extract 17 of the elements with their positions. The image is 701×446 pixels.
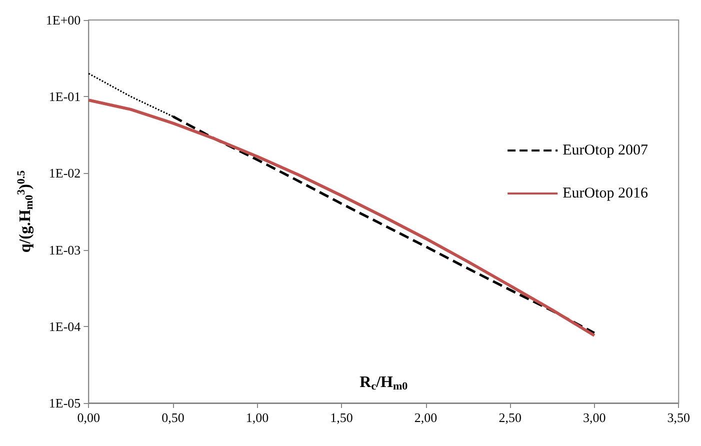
legend-label: EurOtop 2007: [562, 142, 648, 158]
y-tick-label: 1E+00: [46, 12, 81, 28]
y-tick-label: 1E-02: [48, 166, 81, 181]
x-tick-label: 0,50: [162, 410, 184, 425]
y-axis-title: q/(g.Hm03)0.5: [16, 170, 36, 253]
x-tick-label: 3,00: [582, 410, 606, 425]
legend-label: EurOtop 2016: [562, 186, 648, 202]
x-tick-label: 0,00: [77, 410, 100, 425]
y-tick-label: 1E-01: [48, 89, 81, 104]
x-tick-label: 2,50: [498, 410, 522, 425]
x-tick-label: 1,00: [246, 410, 269, 425]
x-tick-label: 1,50: [330, 410, 353, 425]
y-tick-label: 1E-04: [48, 318, 82, 334]
y-tick-label: 1E-03: [48, 242, 81, 258]
x-tick-label: 3,50: [667, 410, 690, 425]
y-tick-label: 1E-05: [48, 396, 81, 410]
x-tick-label: 2,00: [414, 410, 438, 425]
